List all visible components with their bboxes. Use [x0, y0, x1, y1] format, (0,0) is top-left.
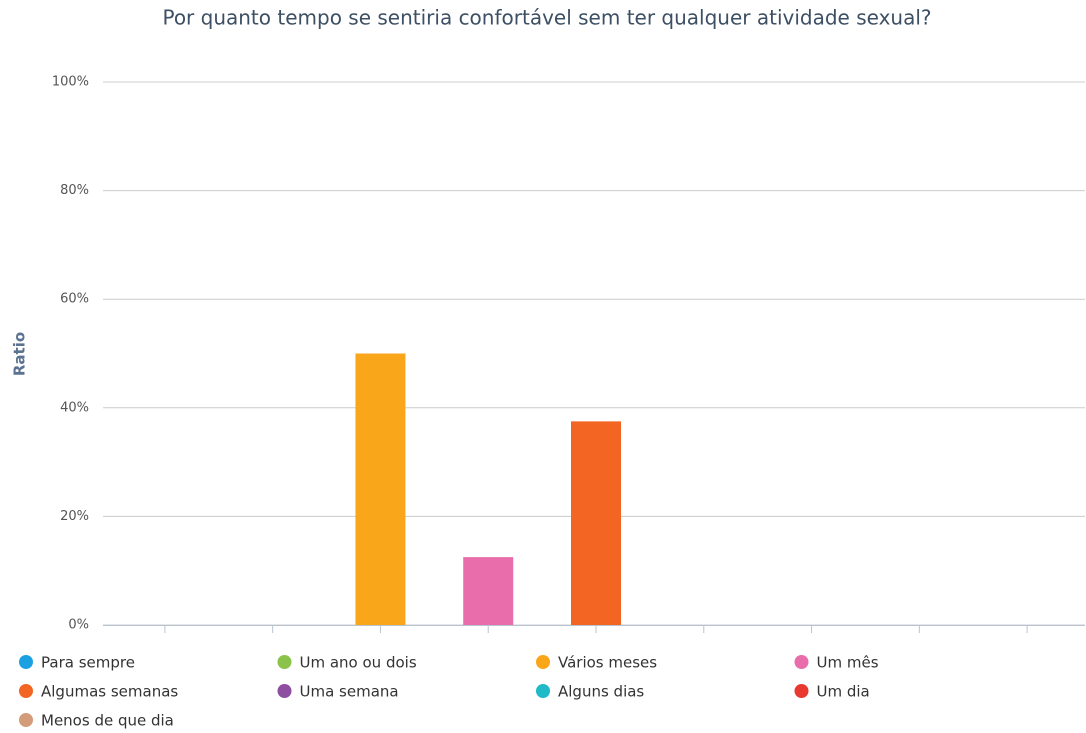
legend-label: Para sempre	[41, 654, 135, 672]
y-tick-label: 80%	[60, 183, 89, 198]
legend-marker	[277, 655, 292, 669]
legend-label: Uma semana	[300, 683, 399, 701]
y-tick-label: 40%	[60, 400, 89, 415]
legend-marker	[19, 713, 33, 727]
legend-marker	[19, 655, 33, 669]
legend-label: Um dia	[817, 683, 870, 701]
bar	[355, 353, 406, 625]
legend-marker	[19, 684, 33, 698]
y-axis-label: Ratio	[11, 332, 29, 376]
legend-label: Um ano ou dois	[300, 654, 417, 672]
legend-label: Algumas semanas	[41, 683, 178, 701]
bar	[571, 421, 621, 625]
legend-label: Um mês	[817, 654, 879, 672]
legend-label: Menos de que dia	[41, 712, 174, 730]
y-tick-label: 60%	[60, 292, 89, 307]
bar	[463, 557, 514, 625]
legend-marker	[794, 684, 809, 698]
legend-marker	[277, 684, 292, 698]
y-tick-label: 0%	[68, 618, 89, 633]
chart-title: Por quanto tempo se sentiria confortável…	[162, 6, 931, 30]
legend-marker	[794, 655, 809, 669]
y-tick-label: 20%	[60, 509, 89, 524]
legend-marker	[536, 684, 550, 698]
legend-label: Alguns dias	[558, 683, 644, 701]
legend-marker	[536, 655, 550, 669]
y-tick-label: 100%	[52, 75, 89, 90]
legend-label: Vários meses	[558, 654, 657, 672]
